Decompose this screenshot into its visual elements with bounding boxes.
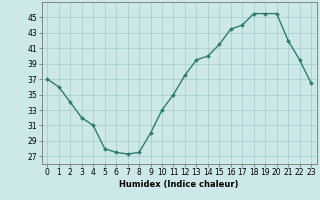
X-axis label: Humidex (Indice chaleur): Humidex (Indice chaleur): [119, 180, 239, 189]
